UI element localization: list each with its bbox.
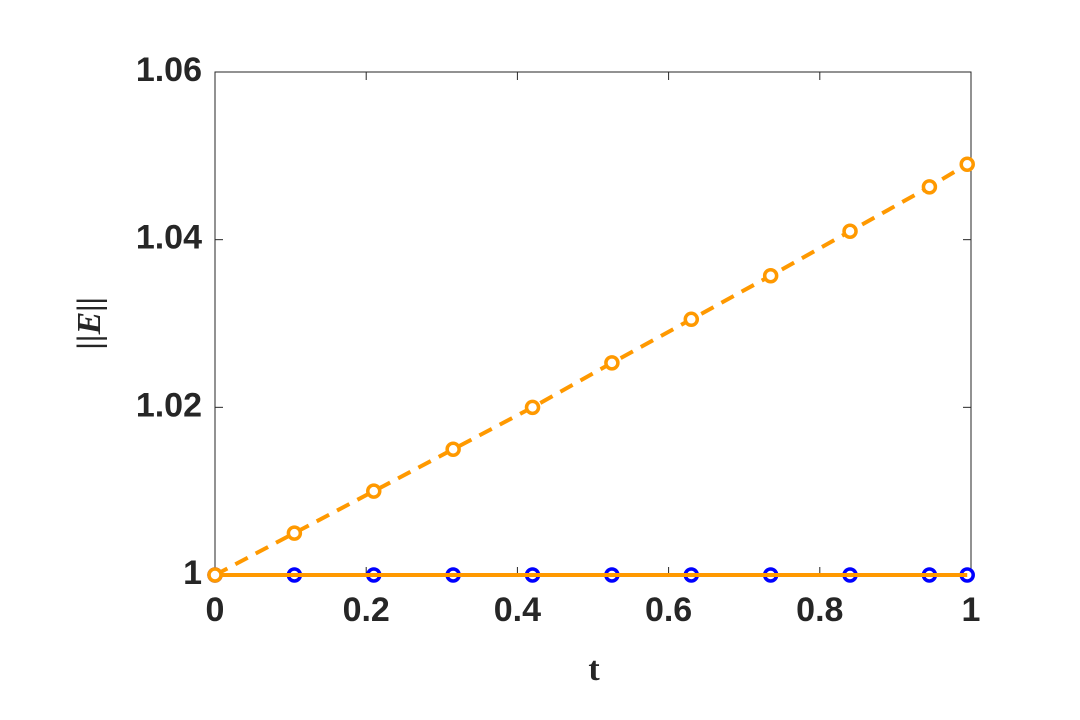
marker: [286, 525, 303, 541]
marker: [683, 311, 700, 328]
x-tick-label: 0.2: [343, 591, 390, 629]
y-tick-label: 1.06: [136, 51, 202, 89]
x-tick-label: 0: [206, 591, 225, 629]
x-tick-label: 1: [962, 591, 981, 629]
x-tick-label: 0.4: [494, 591, 541, 629]
x-tick-label: 0.8: [796, 591, 843, 629]
marker: [762, 267, 779, 284]
x-axis-label: t: [588, 651, 600, 688]
marker: [207, 567, 223, 583]
marker: [524, 399, 541, 416]
marker: [959, 156, 975, 172]
y-tick-label: 1.02: [136, 386, 202, 424]
marker: [445, 441, 461, 457]
marker: [366, 483, 382, 499]
y-tick-label: 1.04: [136, 219, 202, 257]
y-axis-label: ||E||: [71, 297, 108, 350]
marker: [842, 223, 858, 240]
marker: [921, 179, 938, 195]
plot-area: [214, 71, 972, 576]
y-tick-label: 1: [183, 554, 202, 592]
marker: [604, 355, 620, 371]
x-tick-label: 0.6: [645, 591, 692, 629]
